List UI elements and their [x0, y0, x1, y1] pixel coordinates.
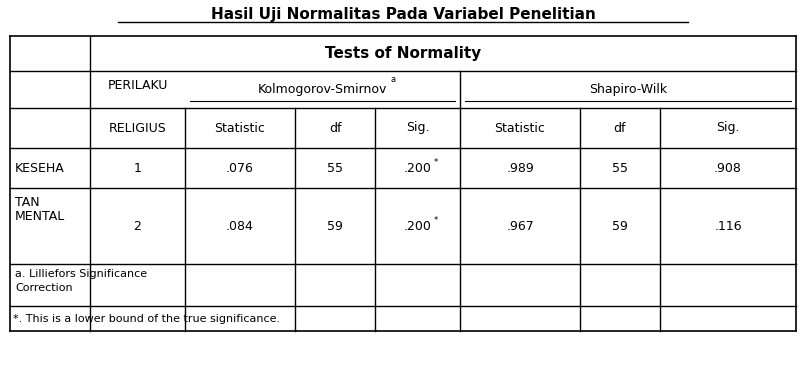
Text: df: df: [329, 122, 341, 134]
Text: *: *: [434, 217, 438, 225]
Text: *. This is a lower bound of the true significance.: *. This is a lower bound of the true sig…: [13, 314, 280, 324]
Text: *: *: [434, 158, 438, 168]
Text: PERILAKU: PERILAKU: [107, 79, 168, 92]
Text: .200: .200: [404, 161, 431, 175]
Text: .084: .084: [226, 220, 254, 232]
Text: Sig.: Sig.: [405, 122, 430, 134]
Text: Statistic: Statistic: [214, 122, 265, 134]
Text: .116: .116: [714, 220, 742, 232]
Text: .200: .200: [404, 220, 431, 232]
Text: 59: 59: [612, 220, 628, 232]
Text: Tests of Normality: Tests of Normality: [325, 46, 481, 61]
Text: a: a: [390, 75, 396, 85]
Text: .989: .989: [506, 161, 534, 175]
Text: KESEHA: KESEHA: [15, 161, 64, 175]
Text: 1: 1: [134, 161, 141, 175]
Text: .076: .076: [226, 161, 254, 175]
Text: 55: 55: [327, 161, 343, 175]
Text: Shapiro-Wilk: Shapiro-Wilk: [589, 83, 667, 96]
Text: 59: 59: [327, 220, 343, 232]
Text: RELIGIUS: RELIGIUS: [109, 123, 166, 135]
Text: Correction: Correction: [15, 283, 73, 293]
Text: MENTAL: MENTAL: [15, 209, 65, 223]
Text: .967: .967: [506, 220, 534, 232]
Text: Kolmogorov-Smirnov: Kolmogorov-Smirnov: [258, 83, 387, 96]
Text: Statistic: Statistic: [495, 122, 546, 134]
Text: TAN: TAN: [15, 195, 39, 209]
Text: a. Lilliefors Significance: a. Lilliefors Significance: [15, 269, 147, 279]
Text: 2: 2: [134, 220, 141, 232]
Text: Hasil Uji Normalitas Pada Variabel Penelitian: Hasil Uji Normalitas Pada Variabel Penel…: [210, 7, 596, 22]
Text: Sig.: Sig.: [717, 122, 740, 134]
Text: 55: 55: [612, 161, 628, 175]
Text: df: df: [613, 122, 626, 134]
Text: .908: .908: [714, 161, 742, 175]
